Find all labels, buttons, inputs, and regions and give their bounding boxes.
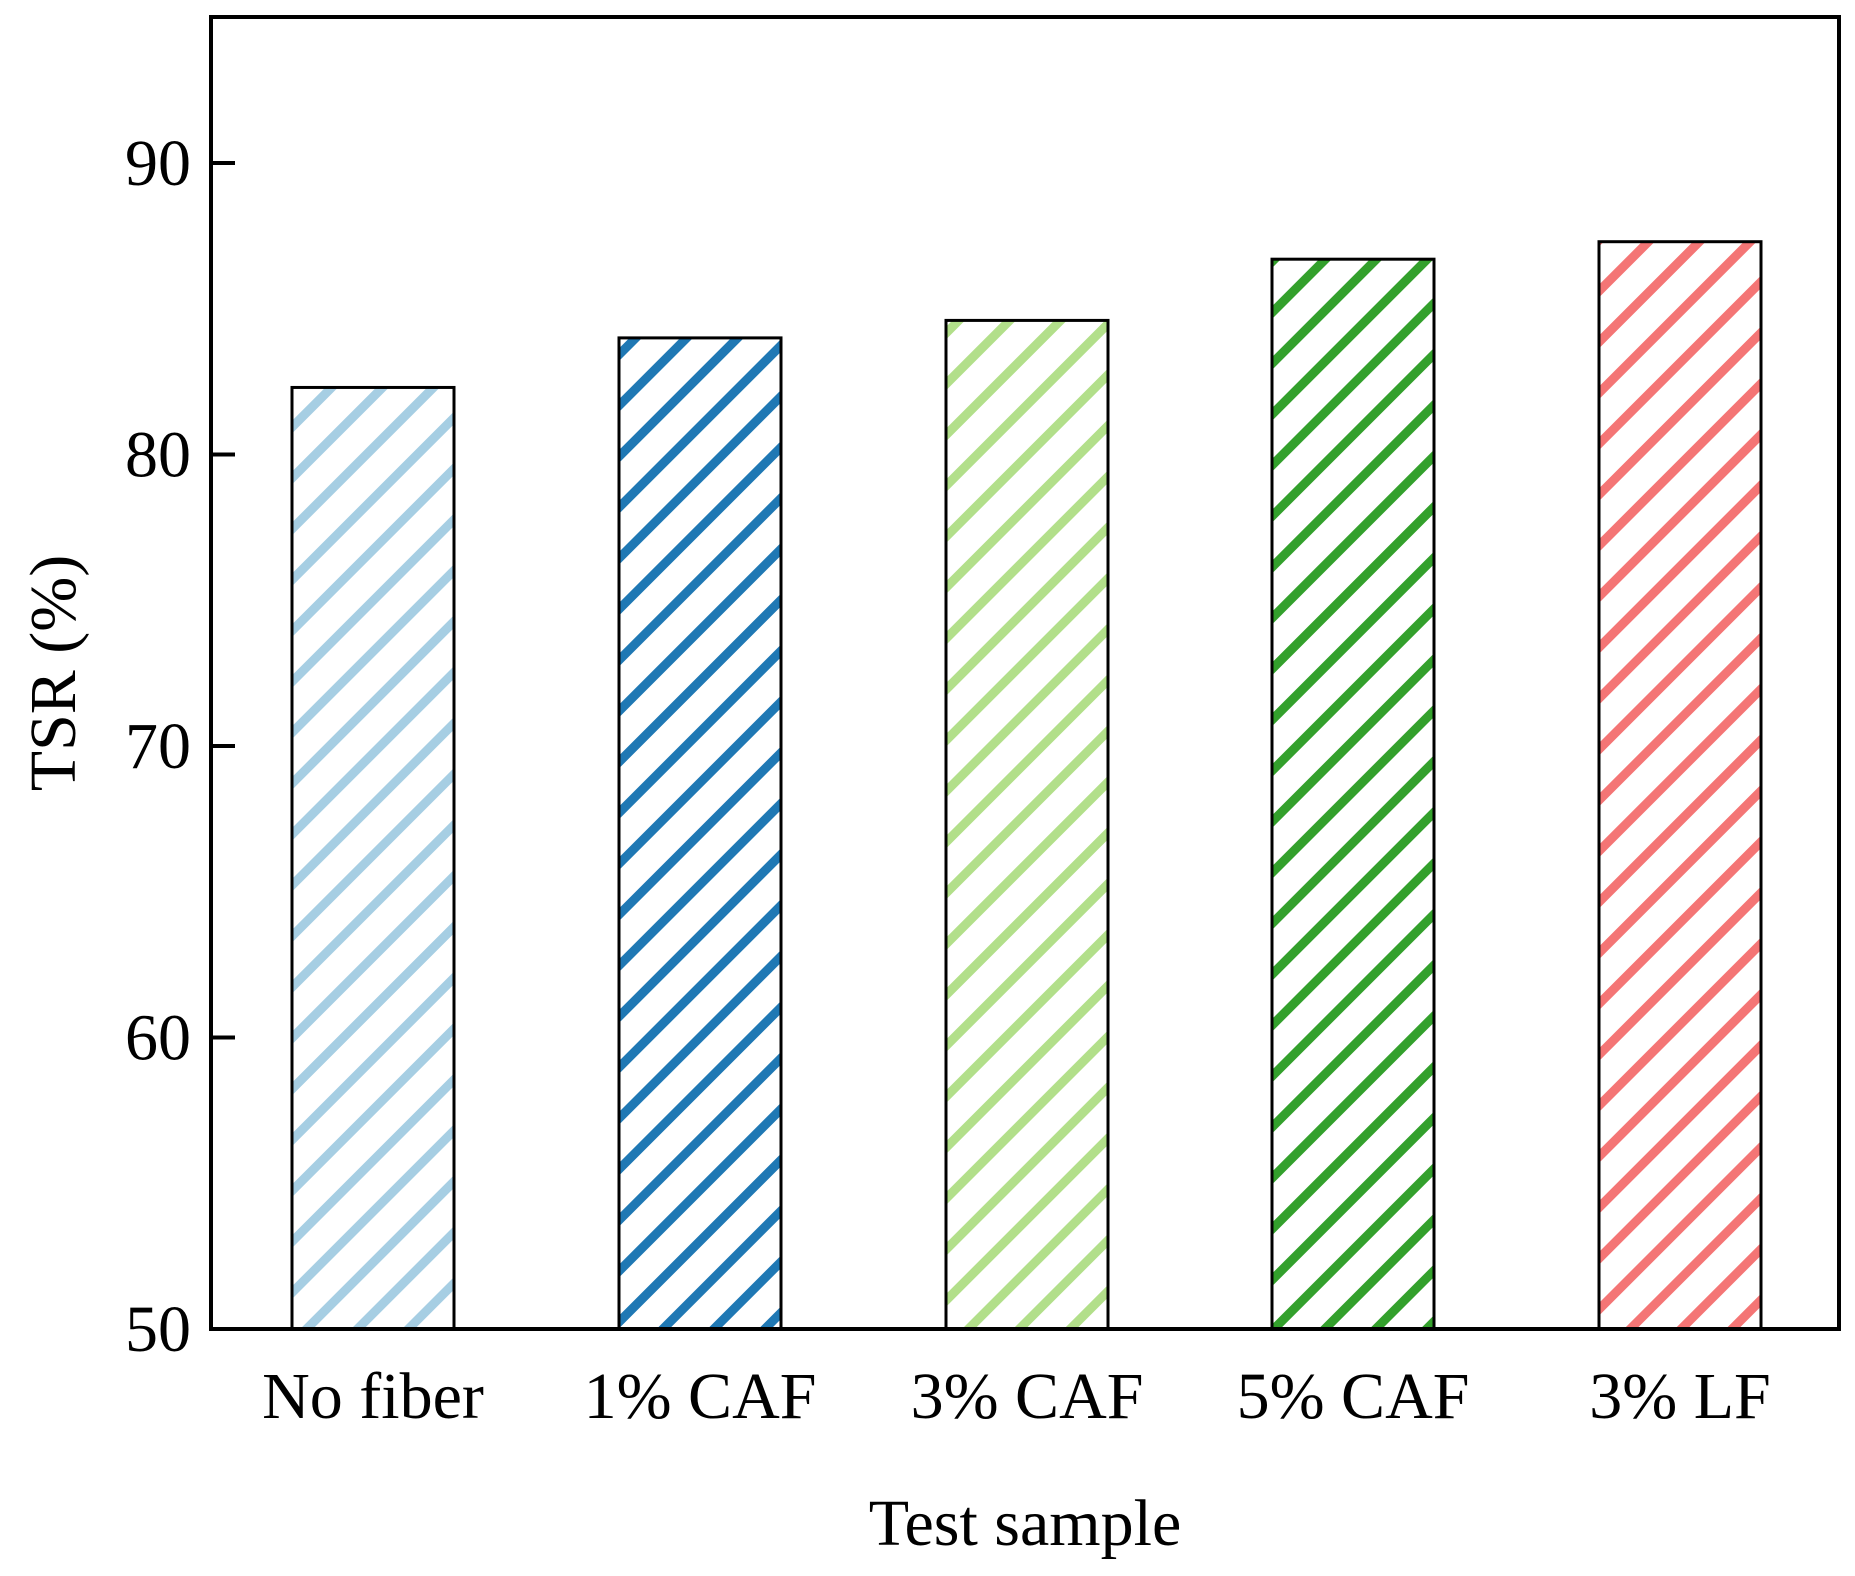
y-tick-label: 50 [125,1293,191,1366]
y-axis-label: TSR (%) [17,555,90,791]
bar-0 [290,385,456,1331]
x-tick-label: No fiber [262,1360,484,1433]
x-tick-label: 5% CAF [1237,1360,1470,1433]
y-tick-label: 60 [125,1002,191,1075]
x-axis: No fiber 1% CAF 3% CAF 5% CAF 3% LF [262,1360,1771,1433]
plot-frame [209,15,1841,1331]
bar-2 [944,318,1110,1331]
y-axis: 50 60 70 80 90 [125,127,235,1366]
y-tick-label: 90 [125,127,191,200]
x-axis-label: Test sample [869,1487,1181,1560]
y-tick-label: 80 [125,419,191,492]
y-tick-label: 70 [125,710,191,783]
bar-3 [1270,257,1436,1331]
bars-layer [290,240,1763,1331]
x-tick-label: 3% CAF [911,1360,1144,1433]
x-tick-label: 1% CAF [584,1360,817,1433]
bar-4 [1597,240,1763,1331]
x-tick-label: 3% LF [1589,1360,1771,1433]
bar-1 [617,336,783,1331]
